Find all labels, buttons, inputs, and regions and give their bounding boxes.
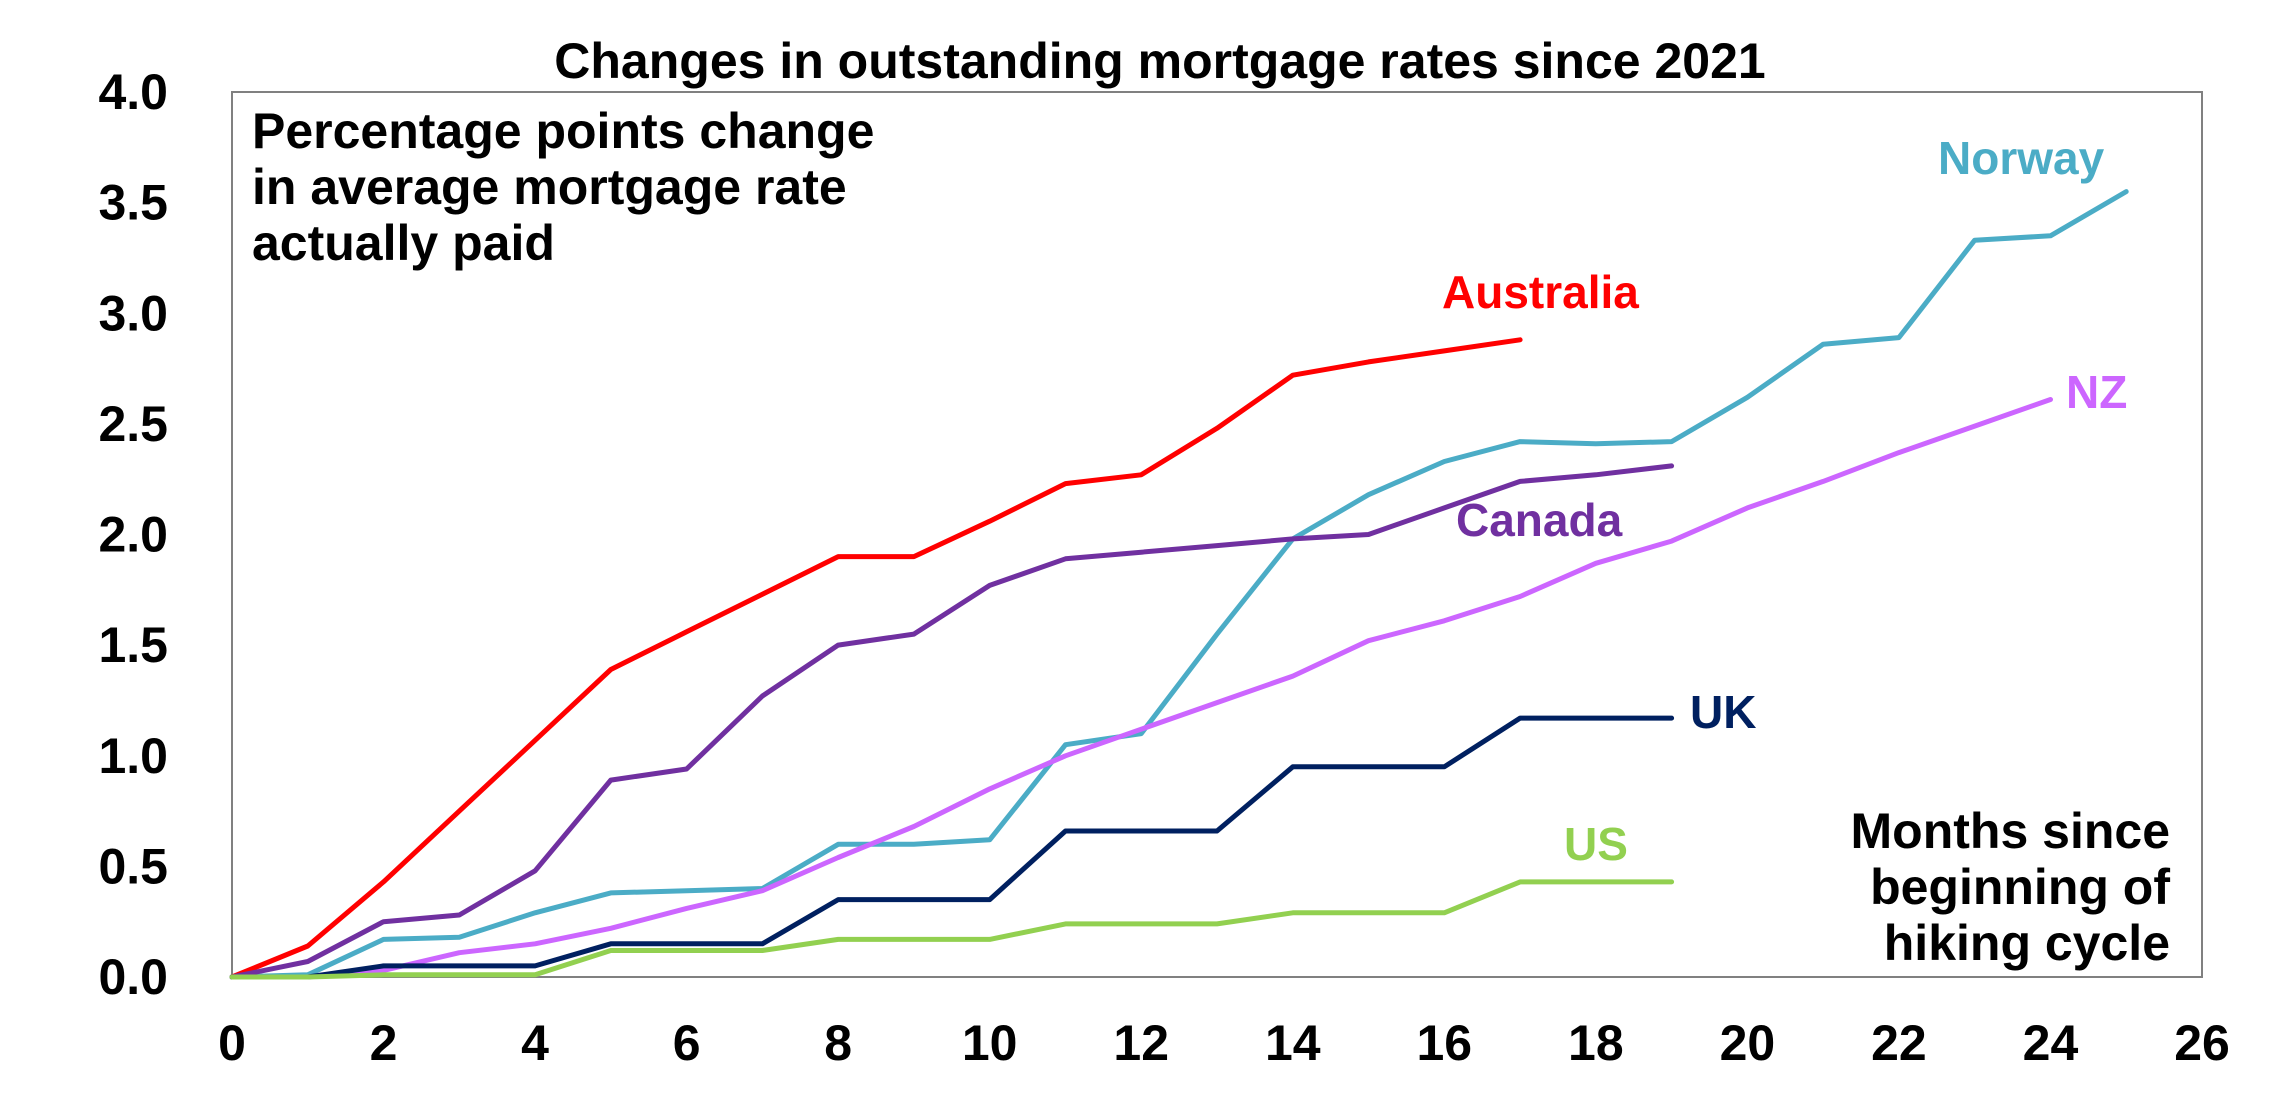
x-tick-label: 16 (1416, 1015, 1472, 1071)
x-tick-label: 24 (2023, 1015, 2079, 1071)
x-tick-label: 20 (1720, 1015, 1776, 1071)
series-label-uk: UK (1690, 686, 1756, 738)
x-tick-label: 6 (673, 1015, 701, 1071)
y-axis-ticks: 0.0 0.5 1.0 1.5 2.0 2.5 3.0 3.5 4.0 (98, 64, 168, 1005)
ylabel-note-line-3: actually paid (252, 215, 555, 271)
series-label-australia: Australia (1442, 266, 1639, 318)
y-tick-label: 0.5 (98, 838, 168, 894)
x-tick-label: 2 (370, 1015, 398, 1071)
xlabel-note-line-3: hiking cycle (1884, 915, 2170, 971)
series-labels: Australia Norway NZ Canada UK US (1442, 132, 2127, 870)
y-tick-label: 3.5 (98, 175, 168, 231)
series-line-us (229, 879, 1675, 980)
x-tick-label: 12 (1113, 1015, 1169, 1071)
series-label-canada: Canada (1456, 494, 1623, 546)
x-tick-label: 14 (1265, 1015, 1321, 1071)
plot-area-frame (231, 91, 2203, 978)
series-label-norway: Norway (1938, 132, 2105, 184)
x-tick-label: 8 (824, 1015, 852, 1071)
ylabel-note-line-1: Percentage points change (252, 103, 874, 159)
y-tick-label: 1.5 (98, 617, 168, 673)
series-lines (229, 189, 2129, 980)
x-tick-label: 18 (1568, 1015, 1624, 1071)
series-line-norway (229, 189, 2129, 980)
x-tick-label: 26 (2174, 1015, 2230, 1071)
series-line-uk (229, 715, 1675, 980)
xlabel-note-line-1: Months since (1851, 803, 2170, 859)
series-line-nz (229, 397, 2053, 980)
y-tick-label: 1.0 (98, 728, 168, 784)
chart-title: Changes in outstanding mortgage rates si… (554, 33, 1765, 89)
y-tick-label: 2.5 (98, 396, 168, 452)
series-label-us: US (1564, 818, 1628, 870)
y-tick-label: 4.0 (98, 64, 168, 120)
series-line-australia (229, 337, 1523, 980)
x-tick-label: 10 (962, 1015, 1018, 1071)
y-tick-label: 0.0 (98, 949, 168, 1005)
x-axis-ticks: 0 2 4 6 8 10 12 14 16 18 20 22 24 26 (218, 1015, 2230, 1071)
series-label-nz: NZ (2066, 366, 2127, 418)
x-tick-label: 0 (218, 1015, 246, 1071)
ylabel-note: Percentage points change in average mort… (252, 103, 874, 271)
y-tick-label: 3.0 (98, 285, 168, 341)
series-line-canada (229, 463, 1675, 980)
ylabel-note-line-2: in average mortgage rate (252, 159, 847, 215)
xlabel-note-line-2: beginning of (1870, 859, 2170, 915)
xlabel-note: Months since beginning of hiking cycle (1851, 803, 2171, 971)
x-tick-label: 22 (1871, 1015, 1927, 1071)
x-tick-label: 4 (521, 1015, 549, 1071)
y-tick-label: 2.0 (98, 507, 168, 563)
